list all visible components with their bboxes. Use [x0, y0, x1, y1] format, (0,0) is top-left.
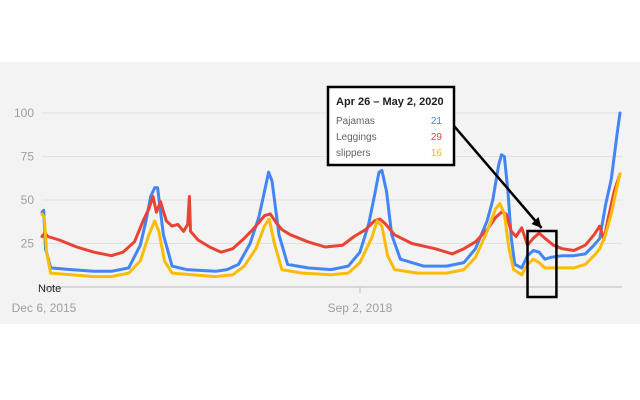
y-tick-label-100: 100: [14, 106, 34, 120]
tooltip-series-value-slippers: 16: [431, 148, 443, 159]
chart-panel-background: [0, 62, 640, 324]
tooltip-series-value-leggings: 29: [431, 132, 443, 143]
y-tick-label-25: 25: [21, 237, 35, 251]
highlight-box: [526, 229, 558, 299]
tooltip-series-name-slippers: slippers: [336, 148, 370, 159]
y-tick-label-75: 75: [21, 150, 35, 164]
series-line-slippers: [40, 172, 622, 279]
x-axis: Note Dec 6, 2015 Sep 2, 2018: [12, 283, 622, 315]
tooltip-box: [326, 85, 456, 167]
y-tick-label-50: 50: [21, 193, 35, 207]
tooltip-series-name-pajamas: Pajamas: [336, 116, 375, 127]
x-tick-label-0: Dec 6, 2015: [12, 301, 77, 315]
tooltip-series-name-leggings: Leggings: [336, 132, 377, 143]
series-line-pajamas: [40, 111, 622, 273]
callout-arrow-line: [447, 118, 543, 229]
callout-arrowhead: [531, 217, 542, 228]
series-line-leggings: [40, 172, 622, 258]
series-layer: [40, 111, 622, 279]
annotation-layer: Apr 26 – May 2, 2020 Pajamas 21 Leggings 29 s…: [326, 85, 558, 299]
tooltip-series-value-pajamas: 21: [431, 116, 443, 127]
note-label: Note: [38, 283, 61, 295]
x-tick-label-1: Sep 2, 2018: [328, 301, 393, 315]
y-tick-labels: 25 50 75 100: [14, 106, 34, 251]
tooltip-title: Apr 26 – May 2, 2020: [336, 96, 444, 108]
